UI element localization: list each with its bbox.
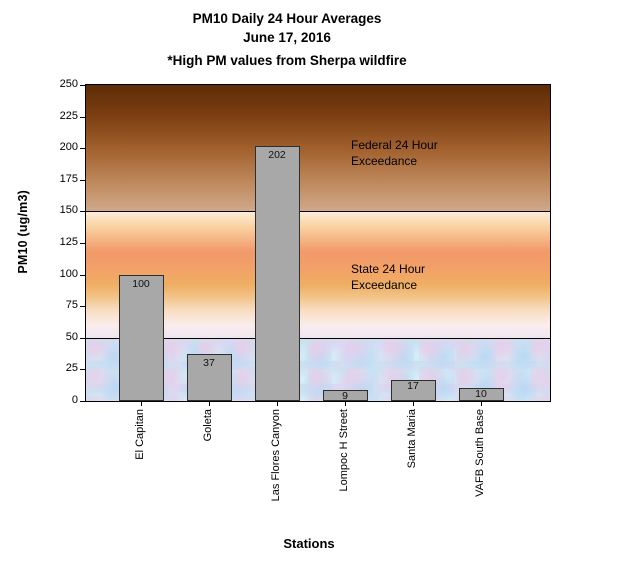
bar-value-label: 202 (268, 149, 286, 161)
y-axis-title: PM10 (ug/m3) (16, 190, 30, 274)
y-tick-label-100: 100 (59, 267, 78, 280)
y-tick-label-25: 25 (65, 362, 78, 375)
y-tick-mark (80, 243, 85, 244)
annotation-line: Exceedance (351, 278, 418, 292)
bar-value-label: 17 (407, 380, 419, 392)
bar-value-label: 9 (342, 390, 348, 402)
x-tick-mark (481, 402, 482, 406)
x-category-label-lompoc-h-street: Lompoc H Street (338, 409, 350, 492)
chart-note: *High PM values from Sherpa wildfire (167, 53, 407, 68)
x-category-label-las-flores-canyon: Las Flores Canyon (270, 409, 282, 502)
x-tick-mark (277, 402, 278, 406)
federal-exceedance-band (86, 85, 550, 211)
y-tick-mark (80, 85, 85, 86)
y-tick-label-50: 50 (65, 330, 78, 343)
y-tick-label-75: 75 (65, 299, 78, 312)
bar-goleta: 37 (186, 354, 232, 401)
x-tick-mark (345, 402, 346, 406)
annotation-line: Federal 24 Hour (351, 138, 438, 152)
y-tick-mark (80, 116, 85, 118)
federal-threshold-line (86, 211, 550, 212)
bar-las-flores-canyon: 202 (254, 146, 300, 401)
bar-value-label: 10 (475, 388, 487, 400)
bar-santa-maria: 17 (390, 380, 436, 401)
x-axis-title: Stations (283, 536, 335, 551)
y-tick-label-225: 225 (59, 109, 78, 122)
y-tick-mark (80, 148, 85, 150)
y-tick-mark (80, 306, 85, 308)
y-tick-label-125: 125 (59, 236, 78, 248)
x-category-label-el-capitan: El Capitan (134, 409, 146, 460)
x-category-label-goleta: Goleta (202, 409, 214, 442)
bar-value-label: 100 (132, 278, 150, 290)
bar-lompoc-h-street: 9 (322, 390, 368, 402)
y-tick-label-150: 150 (59, 204, 78, 217)
y-tick-label-0: 0 (71, 394, 78, 406)
y-tick-mark (80, 179, 85, 181)
state-threshold-line (86, 338, 550, 339)
y-tick-label-200: 200 (59, 141, 78, 154)
x-category-label-vafb-south-base: VAFB South Base (474, 409, 486, 497)
annotation-line: State 24 Hour (351, 262, 426, 276)
chart-subtitle: June 17, 2016 (243, 30, 331, 45)
x-tick-mark (141, 402, 142, 406)
y-tick-label-250: 250 (59, 78, 78, 90)
x-tick-mark (209, 402, 210, 406)
annotation-state-24-hour: State 24 Hour Exceedance (351, 261, 425, 293)
x-category-label-santa-maria: Santa Maria (406, 409, 418, 469)
y-tick-mark (80, 337, 85, 339)
x-tick-mark (413, 402, 414, 406)
bar-el-capitan: 100 (118, 275, 164, 401)
bar-value-label: 37 (203, 357, 215, 369)
annotation-federal-24-hour: Federal 24 Hour Exceedance (351, 137, 438, 169)
y-tick-mark (80, 211, 85, 213)
title-block: PM10 Daily 24 Hour Averages June 17, 201… (55, 9, 519, 70)
y-tick-label-175: 175 (59, 172, 78, 185)
annotation-line: Exceedance (351, 154, 418, 168)
y-tick-mark (80, 401, 85, 402)
bar-vafb-south-base: 10 (458, 388, 504, 401)
chart-title: PM10 Daily 24 Hour Averages (192, 11, 382, 26)
y-tick-mark (80, 274, 85, 276)
plot-area: Federal 24 Hour Exceedance State 24 Hour Ex… (85, 84, 551, 402)
y-tick-mark (80, 369, 85, 371)
